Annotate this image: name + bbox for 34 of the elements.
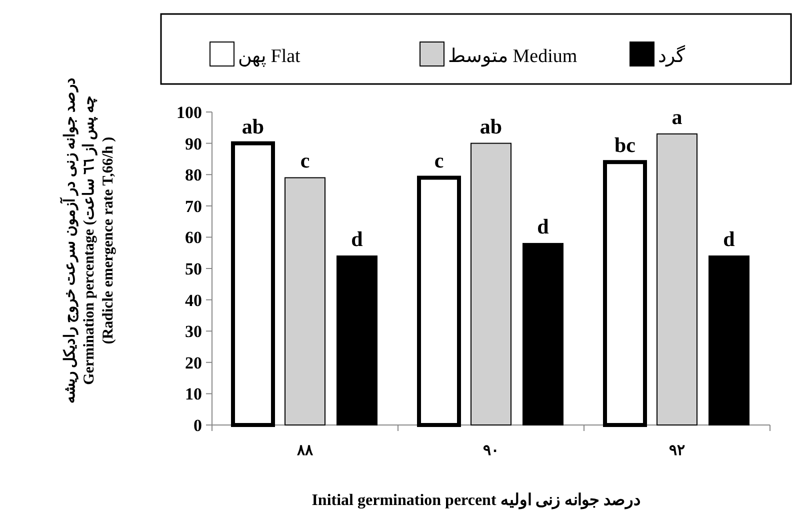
y-tick-label: 20 bbox=[185, 353, 202, 372]
bar bbox=[284, 177, 326, 426]
y-axis-title: درصد جوانه زنی در آزمون سرعت خروج رادیکل ریشه چه پس از ٦٦ ساعت) Germination percentage (Radicle emergence rate T,66/h ) bbox=[62, 76, 118, 406]
x-tick-label: ٩٠ bbox=[483, 443, 499, 459]
x-tick-label: ٩٢ bbox=[669, 443, 685, 459]
y-tick-label: 80 bbox=[185, 166, 202, 185]
bar bbox=[336, 255, 378, 426]
data-label: c bbox=[434, 148, 444, 173]
y-tick-label: 10 bbox=[185, 384, 202, 404]
bar bbox=[656, 133, 698, 426]
x-axis-title: درصد جوانه زنی اولیه Initial germination percent bbox=[310, 491, 642, 510]
legend-label: پهن Flat bbox=[238, 46, 302, 67]
legend-label: گرد bbox=[658, 44, 686, 67]
y-tick-label: 0 bbox=[194, 416, 202, 435]
y-tick-label: 30 bbox=[185, 322, 202, 342]
data-label: c bbox=[300, 148, 310, 173]
y-tick-label: 60 bbox=[185, 228, 202, 248]
data-label: d bbox=[723, 226, 736, 251]
data-label: ab bbox=[242, 114, 264, 138]
bar bbox=[522, 242, 564, 426]
y-tick-label: 100 bbox=[176, 103, 202, 122]
y-tick-label: 90 bbox=[185, 134, 202, 154]
data-label: bc bbox=[614, 133, 636, 158]
y-tick-label: 70 bbox=[185, 196, 202, 216]
bar bbox=[470, 142, 512, 426]
data-label: ab bbox=[480, 114, 502, 138]
data-label: d bbox=[537, 214, 550, 238]
data-label: d bbox=[351, 226, 364, 251]
legend-label: متوسط Medium bbox=[448, 46, 578, 67]
x-tick-label: ٨٨ bbox=[296, 443, 314, 459]
y-tick-label: 40 bbox=[185, 290, 202, 310]
data-label: a bbox=[672, 104, 683, 129]
bar bbox=[708, 255, 750, 426]
y-tick-label: 50 bbox=[185, 260, 202, 278]
